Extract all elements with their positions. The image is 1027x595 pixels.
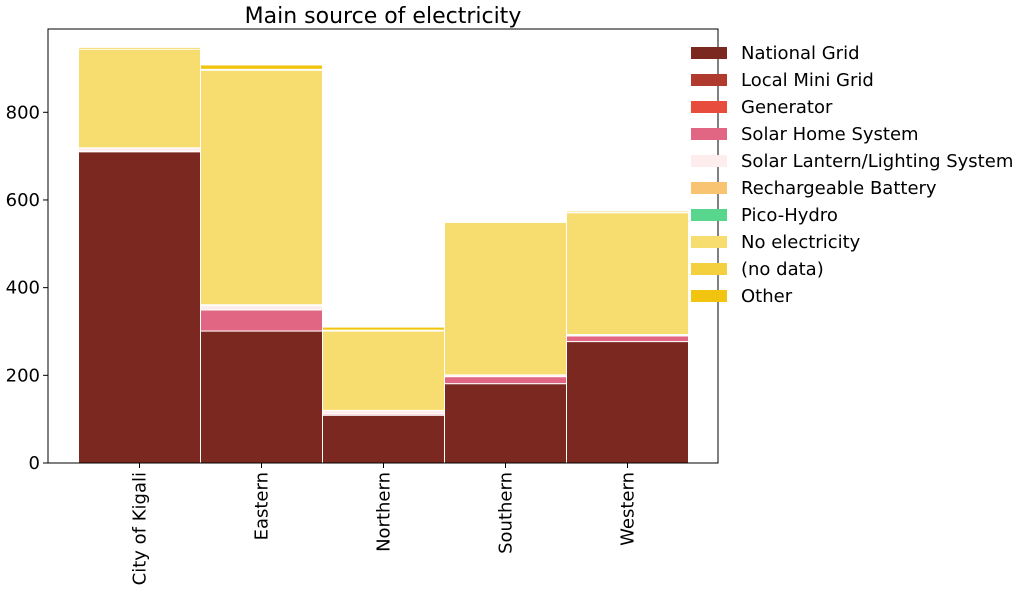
bar-segment	[79, 47, 201, 49]
legend-swatch	[691, 209, 727, 221]
legend-swatch	[691, 47, 727, 59]
legend-label: Rechargeable Battery	[741, 178, 937, 199]
legend-swatch	[691, 101, 727, 113]
bar-segment	[79, 152, 201, 463]
legend-swatch	[691, 128, 727, 140]
x-tick-label: Western	[618, 472, 639, 546]
x-axis: City of Kigali Eastern Northern Southern Wes…	[130, 463, 639, 585]
bar-segment	[323, 327, 445, 330]
legend-swatch	[691, 182, 727, 194]
legend: National Grid Local Mini Grid Generator Sol…	[691, 43, 1013, 307]
bar-segment	[201, 331, 323, 463]
bar-segment	[445, 384, 567, 463]
x-tick-label: Eastern	[252, 472, 273, 540]
legend-label: Local Mini Grid	[741, 70, 874, 91]
y-tick-label: 800	[6, 102, 40, 123]
bar-segment	[79, 49, 201, 148]
legend-label: Generator	[741, 97, 833, 118]
y-tick-label: 200	[6, 365, 40, 386]
bar-segment	[567, 213, 689, 335]
legend-label: Solar Lantern/Lighting System	[741, 151, 1013, 172]
bar-segment	[201, 310, 323, 331]
legend-swatch	[691, 236, 727, 248]
y-tick-label: 600	[6, 190, 40, 211]
bar-segment	[323, 331, 445, 410]
y-axis: 0 200 400 600 800	[6, 102, 48, 474]
legend-label: No electricity	[741, 232, 861, 253]
bar-segment	[201, 70, 323, 305]
bar-segment	[445, 377, 567, 384]
bar-segment	[323, 410, 445, 414]
chart-title: Main source of electricity	[245, 4, 522, 29]
legend-label: Other	[741, 286, 793, 307]
x-tick-label: City of Kigali	[130, 472, 151, 585]
bar-segment	[201, 306, 323, 310]
bar-segment	[567, 336, 689, 342]
legend-label: Pico-Hydro	[741, 205, 838, 226]
bar-segment	[323, 415, 445, 463]
y-tick-label: 400	[6, 278, 40, 299]
legend-label: National Grid	[741, 43, 860, 64]
bar-segment	[567, 210, 689, 211]
legend-swatch	[691, 74, 727, 86]
bar-segment	[445, 222, 567, 375]
x-tick-label: Northern	[374, 472, 395, 552]
bar-segment	[201, 65, 323, 69]
legend-swatch	[691, 263, 727, 275]
bars-layer	[79, 47, 689, 463]
bar-segment	[79, 148, 201, 152]
x-tick-label: Southern	[496, 472, 517, 554]
legend-label: (no data)	[741, 259, 824, 280]
legend-swatch	[691, 290, 727, 302]
bar-segment	[567, 342, 689, 463]
y-tick-label: 0	[29, 453, 40, 474]
legend-swatch	[691, 155, 727, 167]
legend-label: Solar Home System	[741, 124, 919, 145]
